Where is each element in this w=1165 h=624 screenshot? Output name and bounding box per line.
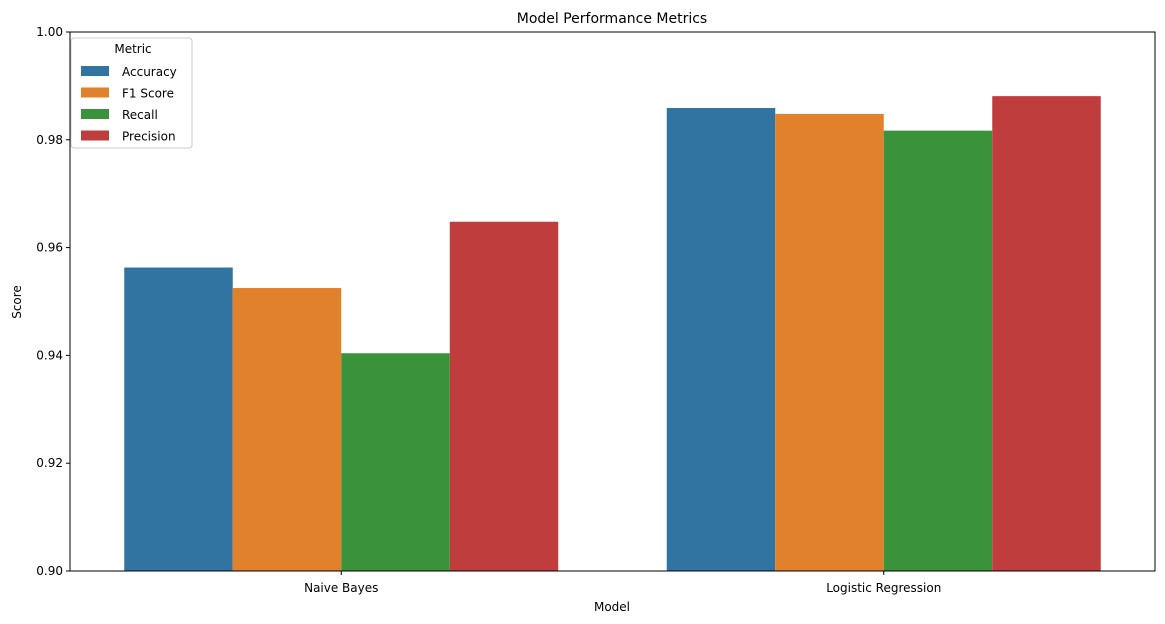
plot-area: 0.90 0.92 0.94 0.96 0.98 1.00 Naive Bayes Logis… xyxy=(36,25,1156,595)
legend-items: Accuracy F1 Score Recall Precision xyxy=(81,65,177,144)
legend-box xyxy=(70,37,193,149)
legend-label-1: F1 Score xyxy=(122,87,174,101)
bar-accuracy-0 xyxy=(124,267,233,571)
bar-f1-score-0 xyxy=(232,288,342,571)
y-tick-label-2: 0.94 xyxy=(36,348,63,362)
bar-precision-0 xyxy=(449,221,559,571)
y-tick-label-0: 0.90 xyxy=(36,564,63,578)
legend-label-0: Accuracy xyxy=(122,65,177,79)
x-axis-label: Model xyxy=(594,600,630,614)
bar-accuracy-1 xyxy=(666,107,776,572)
legend-swatch-1 xyxy=(81,87,109,98)
legend-label-2: Recall xyxy=(122,108,158,122)
chart-title: Model Performance Metrics xyxy=(517,11,707,27)
axes-frame xyxy=(69,31,1156,572)
bar-precision-1 xyxy=(992,96,1101,572)
y-tick-label-4: 0.98 xyxy=(36,133,63,147)
y-axis-label: Score xyxy=(10,285,24,319)
legend-title: Metric xyxy=(114,42,151,56)
y-tick-label-3: 0.96 xyxy=(36,241,63,255)
legend-label-3: Precision xyxy=(122,130,176,144)
y-tick-label-5: 1.00 xyxy=(36,25,63,39)
y-tick-label-1: 0.92 xyxy=(36,456,63,470)
legend-swatch-3 xyxy=(81,130,109,141)
legend-swatch-0 xyxy=(81,66,109,76)
legend-swatch-2 xyxy=(81,109,109,119)
x-tick-label-0: Naive Bayes xyxy=(304,581,378,595)
legend: Metric Accuracy F1 Score Recall Precision xyxy=(70,37,193,149)
bar-recall-0 xyxy=(341,353,450,571)
bar-recall-1 xyxy=(883,130,993,571)
x-tick-label-1: Logistic Regression xyxy=(826,581,941,595)
bar-f1-score-1 xyxy=(775,113,884,571)
